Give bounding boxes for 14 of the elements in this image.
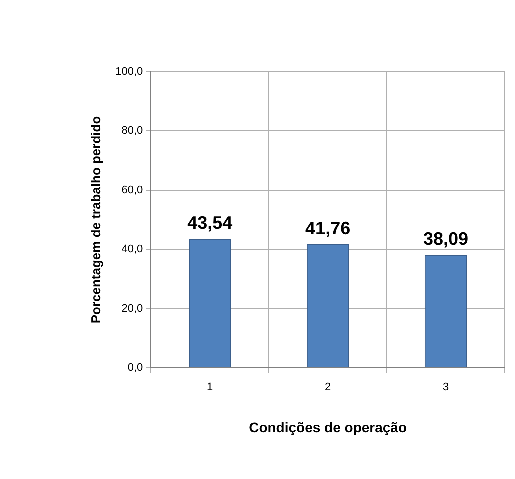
y-tick-label: 100,0 bbox=[116, 66, 144, 78]
data-label: 38,09 bbox=[424, 229, 469, 250]
y-tick-label: 20,0 bbox=[122, 302, 144, 315]
y-tick-label: 80,0 bbox=[122, 125, 144, 138]
x-tick-label: 3 bbox=[442, 382, 450, 394]
y-tick-label: 60,0 bbox=[122, 184, 144, 196]
x-tick-label: 2 bbox=[325, 382, 332, 394]
data-label: 41,76 bbox=[306, 218, 351, 238]
x-axis-title: Condições de operação bbox=[249, 419, 408, 436]
y-tick-label: 40,0 bbox=[122, 244, 144, 256]
y-axis-title: Porcentagem de trabalho perdido bbox=[88, 116, 104, 324]
data-label: 43,54 bbox=[188, 213, 233, 234]
x-tick-label: 1 bbox=[207, 382, 214, 394]
y-tick-label: 0,0 bbox=[128, 362, 144, 374]
